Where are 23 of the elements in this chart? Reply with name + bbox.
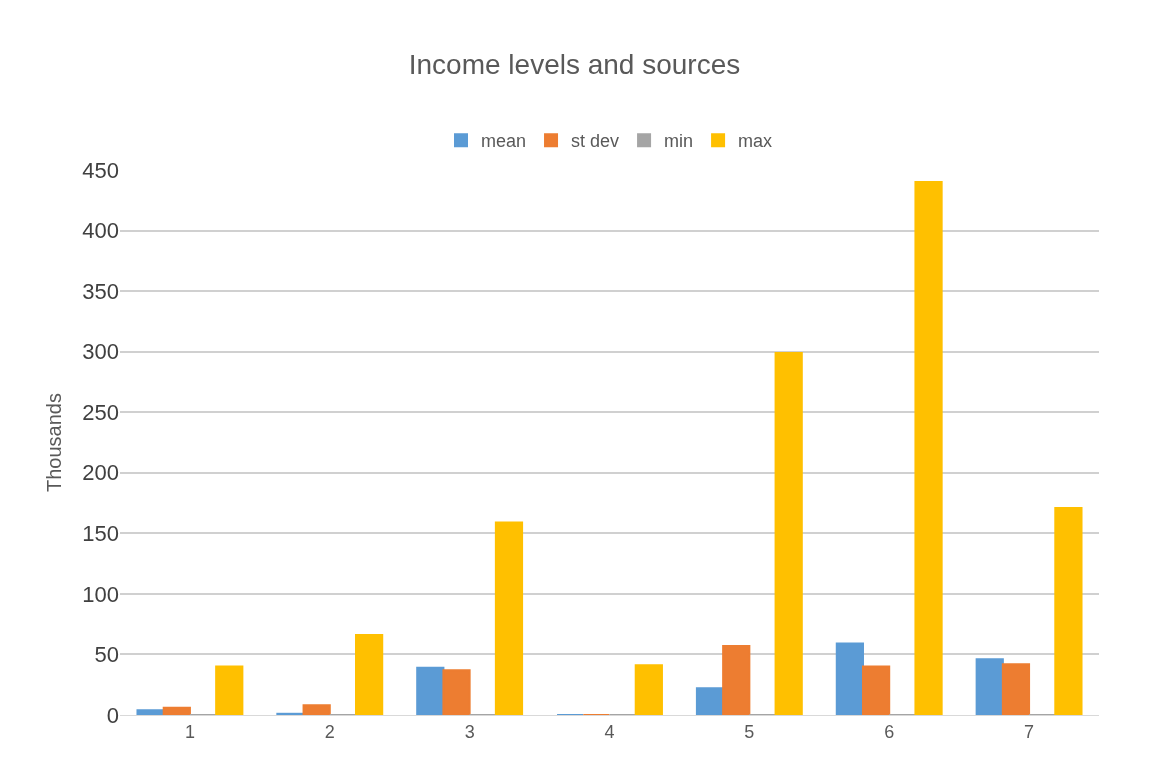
- x-tick-label: 1: [184, 721, 195, 742]
- y-tick-label: 0: [106, 702, 119, 728]
- y-tick-label: 350: [82, 278, 119, 304]
- y-tick-label: 150: [82, 521, 119, 547]
- y-tick-label: 300: [82, 339, 119, 365]
- y-axis-title: Thousands: [42, 393, 65, 492]
- y-tick-label: 200: [82, 460, 119, 486]
- legend-label: mean: [481, 131, 527, 152]
- x-tick-label: 4: [604, 721, 615, 742]
- y-tick-label: 450: [82, 157, 119, 183]
- chart-title: Income levels and sources: [408, 48, 741, 80]
- x-tick-label: 2: [324, 721, 335, 742]
- y-tick-label: 50: [94, 642, 119, 668]
- legend-label: min: [664, 131, 694, 152]
- legend-label: st dev: [571, 131, 620, 152]
- y-tick-label: 250: [82, 399, 119, 425]
- y-tick-label: 400: [82, 218, 119, 244]
- y-tick-label: 100: [82, 581, 119, 607]
- x-tick-label: 5: [744, 721, 755, 742]
- x-tick-label: 7: [1024, 721, 1035, 742]
- x-tick-label: 3: [464, 721, 475, 742]
- x-tick-label: 6: [884, 721, 895, 742]
- legend-label: max: [738, 131, 773, 152]
